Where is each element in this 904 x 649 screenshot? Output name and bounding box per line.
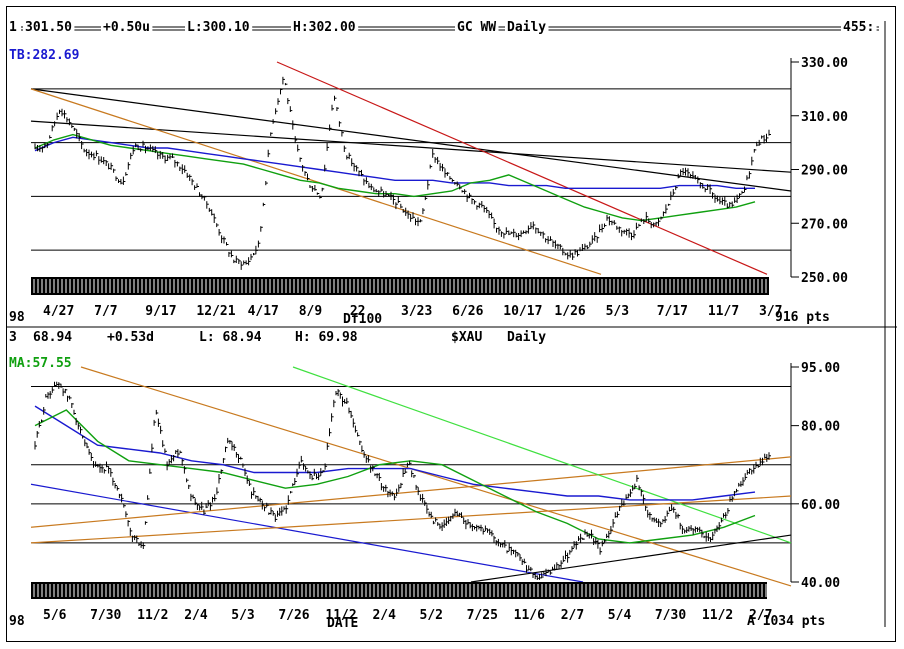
x-tick-label-12: 5/4 <box>608 608 632 623</box>
x-tick-label-9: 7/25 <box>467 608 498 623</box>
header-last: 68.94 <box>33 330 72 345</box>
x-center-label: Df100 <box>343 312 382 327</box>
trend-line-4 <box>292 366 792 544</box>
trend-line-5 <box>470 534 792 583</box>
header-low: L:300.10 <box>187 20 250 35</box>
panel-number: 1 <box>9 20 17 35</box>
header-change: +0.50u <box>103 20 150 35</box>
header-period: Daily <box>507 330 546 345</box>
x-start-label: 98 <box>9 310 25 325</box>
points-label: A 1034 pts <box>747 614 825 629</box>
header-change-bg <box>101 19 153 34</box>
x-tick-label-4: 4/17 <box>248 304 279 319</box>
x-center-label: DATE <box>327 616 358 631</box>
x-start-label: 98 <box>9 614 25 629</box>
x-tick-label-13: 11/7 <box>708 304 739 319</box>
header-high-bg <box>291 19 359 34</box>
points-label: 916 pts <box>775 310 830 325</box>
x-tick-label-10: 11/6 <box>514 608 545 623</box>
chart-canvas: 1 301.50 +0.50u L:300.10 H:302.00 GC WW Daily 4… <box>7 19 897 631</box>
y-tick-label-2: 290.00 <box>801 164 848 179</box>
indicator-label: MA:57.55 <box>9 356 72 371</box>
x-tick-label-14: 3/7 <box>759 304 782 319</box>
x-tick-label-8: 6/26 <box>452 304 483 319</box>
y-tick-label-3: 270.00 <box>801 217 848 232</box>
price-bars <box>34 76 771 270</box>
y-tick-label-1: 80.00 <box>801 420 840 435</box>
header-right-value-bg <box>841 19 877 34</box>
x-tick-label-7: 3/23 <box>401 304 432 319</box>
x-tick-label-3: 12/21 <box>196 304 235 319</box>
panel-number: 3 <box>9 330 17 345</box>
x-tick-label-12: 7/17 <box>657 304 688 319</box>
x-tick-label-2: 9/17 <box>145 304 176 319</box>
y-tick-label-0: 95.00 <box>801 361 840 376</box>
x-tick-label-11: 2/7 <box>561 608 584 623</box>
header-right-value: 455: <box>843 20 874 35</box>
header-symbol: GC WW <box>457 20 496 35</box>
chart-window: 1 301.50 +0.50u L:300.10 H:302.00 GC WW Daily 4… <box>6 6 897 642</box>
base-strip <box>31 277 769 295</box>
header-period-bg <box>505 19 549 34</box>
series-line-1 <box>34 409 756 544</box>
y-tick-label-4: 250.00 <box>801 271 848 286</box>
header-symbol: $XAU <box>451 330 482 345</box>
base-strip-ticks <box>33 584 767 597</box>
x-tick-label-1: 7/30 <box>90 608 121 623</box>
x-tick-label-1: 7/7 <box>94 304 117 319</box>
x-tick-label-0: 4/27 <box>43 304 74 319</box>
header-high: H:302.00 <box>293 20 356 35</box>
header-high: H: 69.98 <box>295 330 358 345</box>
y-tick-label-0: 330.00 <box>801 56 848 71</box>
x-tick-label-11: 5/3 <box>606 304 629 319</box>
indicator-label: TB:282.69 <box>9 48 79 63</box>
base-strip <box>31 582 767 599</box>
x-tick-label-5: 7/26 <box>278 608 309 623</box>
x-tick-label-7: 2/4 <box>372 608 396 623</box>
base-strip-ticks <box>33 279 767 293</box>
trend-line-0 <box>30 483 584 583</box>
header-last: 301.50 <box>25 20 72 35</box>
header-change: +0.53d <box>107 330 154 345</box>
trend-line-3 <box>30 456 792 528</box>
x-tick-label-4: 5/3 <box>231 608 254 623</box>
header-low-bg <box>185 19 253 34</box>
y-tick-label-1: 310.00 <box>801 110 848 125</box>
header-symbol-bg <box>455 19 499 34</box>
trend-line-1 <box>80 366 792 587</box>
x-tick-label-14: 11/2 <box>702 608 733 623</box>
x-tick-label-10: 1/26 <box>554 304 585 319</box>
trend-line-3 <box>276 61 768 275</box>
x-tick-label-9: 10/17 <box>503 304 542 319</box>
x-tick-label-15: 2/7 <box>749 608 772 623</box>
x-tick-label-2: 11/2 <box>137 608 168 623</box>
trend-line-0 <box>30 88 792 192</box>
y-tick-label-2: 60.00 <box>801 498 840 513</box>
x-tick-label-0: 5/6 <box>43 608 67 623</box>
trend-line-2 <box>30 88 602 275</box>
header-last-bg <box>23 19 75 34</box>
x-tick-label-13: 7/30 <box>655 608 686 623</box>
header-low: L: 68.94 <box>199 330 262 345</box>
x-tick-label-3: 2/4 <box>184 608 208 623</box>
price-bars <box>34 381 771 580</box>
x-tick-label-5: 8/9 <box>299 304 322 319</box>
y-tick-label-3: 40.00 <box>801 576 840 591</box>
series-line-0 <box>34 405 756 501</box>
x-tick-label-6: 11/2 <box>325 608 356 623</box>
header-period: Daily <box>507 20 546 35</box>
trend-line-2 <box>30 495 792 544</box>
x-tick-label-8: 5/2 <box>420 608 443 623</box>
x-tick-label-6: 22 <box>350 304 366 319</box>
